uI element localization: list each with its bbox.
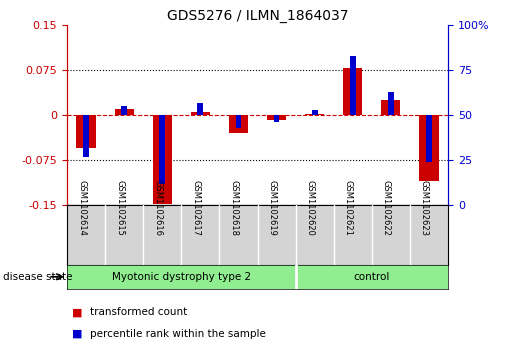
Bar [83,115,89,156]
Bar [382,100,401,115]
Text: control: control [354,272,390,282]
Text: GSM1102623: GSM1102623 [420,180,429,236]
Text: GSM1102615: GSM1102615 [115,180,124,236]
Text: ■: ■ [72,307,82,317]
Bar [426,115,432,162]
Bar [114,109,134,115]
Bar [419,115,439,181]
Bar [153,115,172,204]
Text: GSM1102620: GSM1102620 [306,180,315,236]
Bar [121,106,127,115]
Text: GSM1102619: GSM1102619 [268,180,277,236]
Bar [76,115,96,148]
Bar [273,115,280,122]
Bar [344,68,363,115]
Text: GSM1102622: GSM1102622 [382,180,391,236]
Bar [350,56,356,115]
Bar [267,115,286,120]
Text: disease state: disease state [3,272,72,282]
Text: GSM1102617: GSM1102617 [192,180,200,236]
Bar [235,115,242,128]
Text: GSM1102618: GSM1102618 [230,180,238,236]
Title: GDS5276 / ILMN_1864037: GDS5276 / ILMN_1864037 [167,9,348,23]
Text: GSM1102621: GSM1102621 [344,180,353,236]
Bar [305,114,324,115]
Bar [197,103,203,115]
Text: transformed count: transformed count [90,307,187,317]
Text: ■: ■ [72,329,82,339]
Bar [191,112,210,115]
Bar [229,115,248,133]
Text: GSM1102614: GSM1102614 [77,180,86,236]
Text: GSM1102616: GSM1102616 [153,180,162,236]
Text: Myotonic dystrophy type 2: Myotonic dystrophy type 2 [112,272,251,282]
Bar [312,110,318,115]
Bar [388,92,394,115]
Text: percentile rank within the sample: percentile rank within the sample [90,329,266,339]
Bar [159,115,165,184]
